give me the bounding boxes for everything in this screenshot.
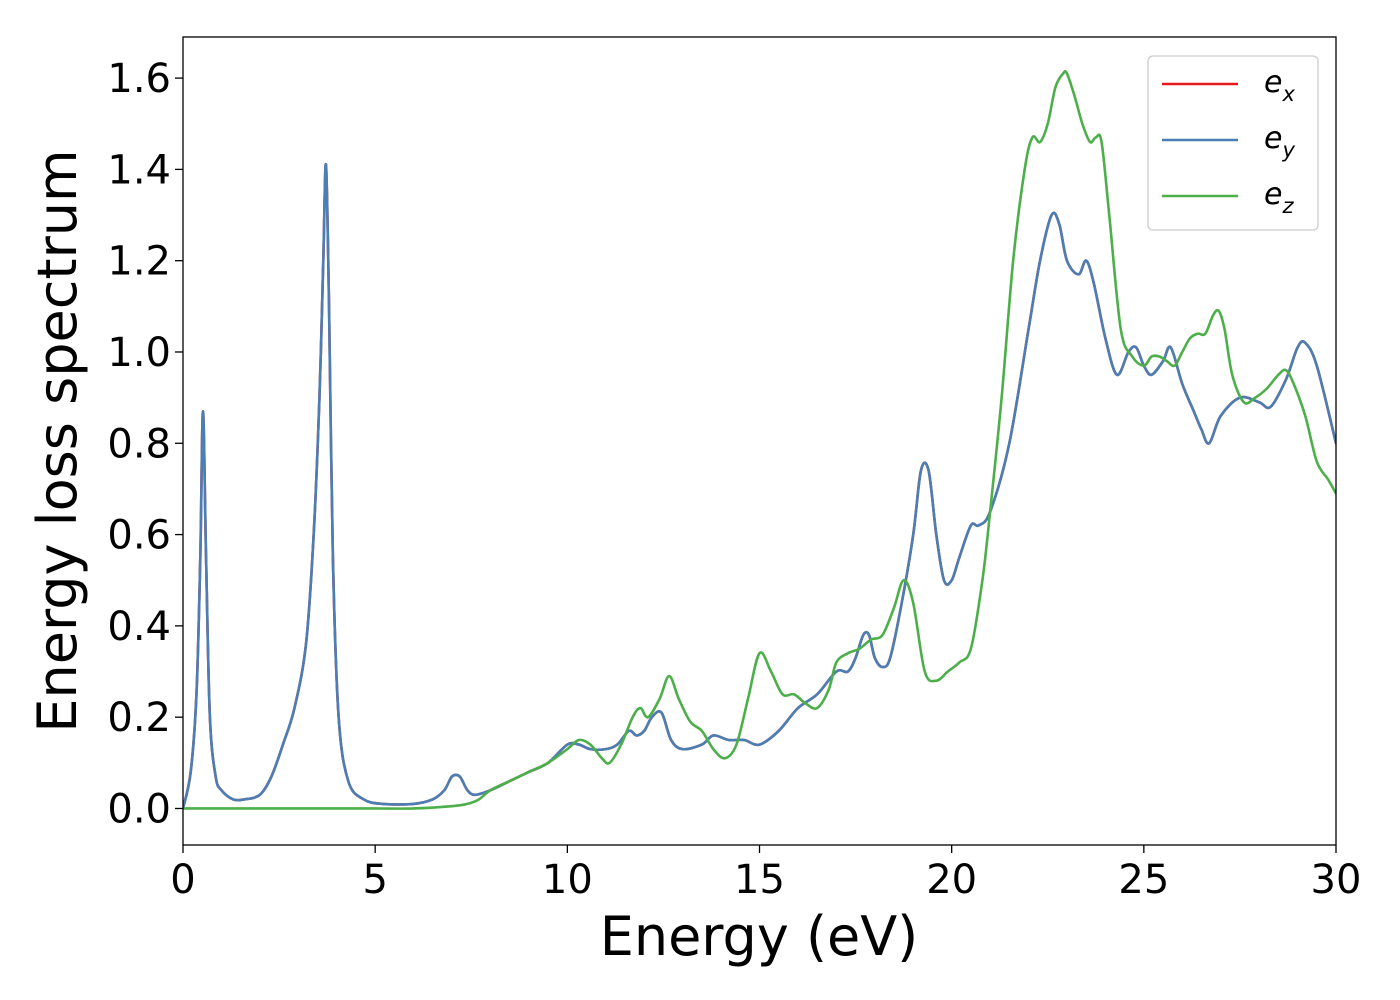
x-tick-label: 10 xyxy=(542,857,593,903)
y-tick-label: 0.6 xyxy=(107,513,171,559)
legend-box xyxy=(1147,55,1319,231)
series-line-z xyxy=(183,69,1336,810)
y-tick-label: 0.8 xyxy=(107,421,171,467)
x-tick-label: 15 xyxy=(734,857,785,903)
x-axis-title: Energy (eV) xyxy=(600,905,919,968)
x-tick-label: 5 xyxy=(362,857,387,903)
series-line-y xyxy=(183,163,1336,810)
y-tick-label: 0.0 xyxy=(107,786,171,832)
x-axis-ticks: 0 5 10 15 20 25 30 xyxy=(170,845,1361,903)
legend: ex ey ez xyxy=(1147,55,1319,231)
x-tick-label: 30 xyxy=(1311,857,1362,903)
x-tick-label: 25 xyxy=(1118,857,1169,903)
y-tick-label: 1.6 xyxy=(107,56,171,102)
y-tick-label: 1.2 xyxy=(107,239,171,285)
series-line-x xyxy=(183,163,1336,810)
y-tick-label: 1.0 xyxy=(107,330,171,376)
y-tick-label: 0.4 xyxy=(107,604,171,650)
y-tick-label: 0.2 xyxy=(107,695,171,741)
x-tick-label: 20 xyxy=(926,857,977,903)
y-axis-title: Energy loss spectrum xyxy=(26,149,89,732)
y-tick-label: 1.4 xyxy=(107,147,171,193)
legend-label-y: ey xyxy=(1264,121,1295,162)
x-tick-label: 0 xyxy=(170,857,195,903)
legend-label-z: ez xyxy=(1264,177,1294,218)
y-axis-ticks: 0.0 0.2 0.4 0.6 0.8 1.0 1.2 1.4 1.6 xyxy=(107,56,183,832)
series-layer xyxy=(183,69,1336,810)
legend-label-x: ex xyxy=(1264,65,1295,106)
